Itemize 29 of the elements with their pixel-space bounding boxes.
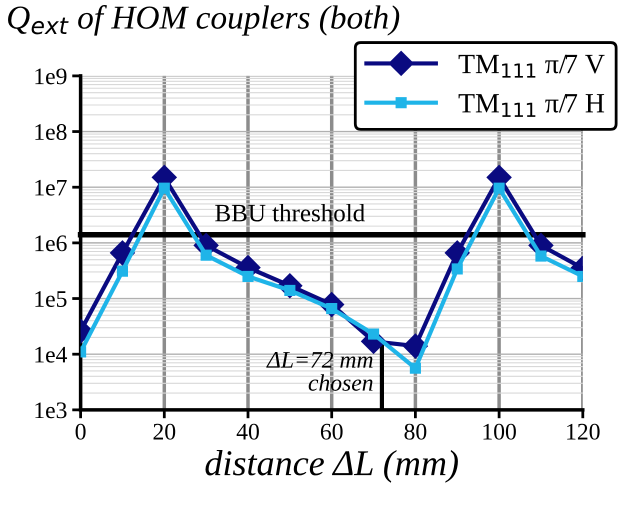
y-tick-label: 1e3	[35, 402, 66, 418]
ref-line-label: ΔL=72 mm chosen	[266, 352, 373, 391]
x-tick-label: 100	[483, 424, 516, 440]
point	[116, 266, 128, 277]
y-tick-label: 1e4	[35, 346, 68, 363]
y-tick-label: 1e5	[35, 291, 66, 307]
chart-title: Q$_{ext}$ of HOM couplers (both)	[8, 5, 400, 36]
x-tick-label: 40	[236, 424, 259, 440]
x-tick-label: 0	[76, 424, 86, 440]
point	[200, 250, 212, 261]
legend-label: TM$_{111}$ π/7 V	[458, 54, 605, 78]
y-tick-label: 1e6	[35, 235, 67, 252]
point	[158, 182, 170, 194]
point	[535, 250, 547, 262]
x-axis-title: distance ΔL (mm)	[205, 450, 458, 483]
x-tick-label: 80	[404, 424, 426, 440]
point	[452, 263, 463, 275]
x-tick-label: 120	[567, 424, 600, 440]
x-tick-label: 60	[320, 424, 343, 440]
x-tick-label: 20	[154, 424, 176, 440]
point	[410, 362, 421, 374]
point	[494, 182, 505, 194]
legend-label: TM$_{111}$ π/7 H	[458, 94, 604, 117]
point	[368, 328, 380, 340]
y-tick-label: 1e8	[35, 124, 67, 140]
ref-line-label: BBU threshold	[215, 204, 365, 222]
point	[242, 270, 254, 282]
y-tick-label: 1e9	[35, 68, 66, 84]
y-tick-label: 1e7	[35, 180, 67, 196]
